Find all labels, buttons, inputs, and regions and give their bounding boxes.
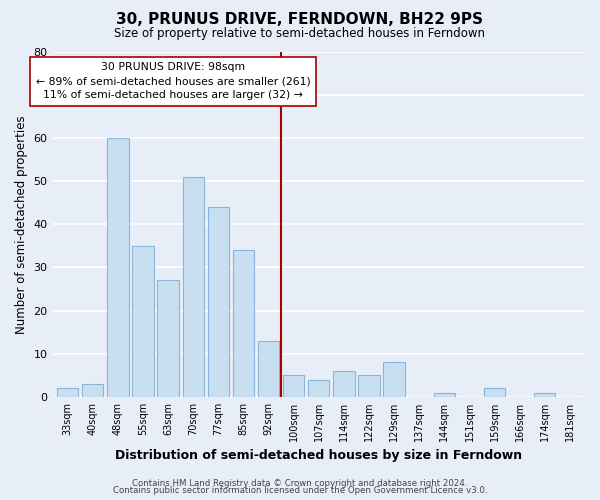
X-axis label: Distribution of semi-detached houses by size in Ferndown: Distribution of semi-detached houses by … [115,450,523,462]
Bar [182,176,204,397]
Bar [157,280,179,397]
Bar [484,388,505,397]
Bar [333,371,355,397]
Text: 30, PRUNUS DRIVE, FERNDOWN, BH22 9PS: 30, PRUNUS DRIVE, FERNDOWN, BH22 9PS [116,12,484,28]
Bar [82,384,103,397]
Text: Contains HM Land Registry data © Crown copyright and database right 2024.: Contains HM Land Registry data © Crown c… [132,478,468,488]
Bar [534,392,556,397]
Bar [132,246,154,397]
Text: Contains public sector information licensed under the Open Government Licence v3: Contains public sector information licen… [113,486,487,495]
Bar [283,376,304,397]
Bar [107,138,128,397]
Text: 30 PRUNUS DRIVE: 98sqm
← 89% of semi-detached houses are smaller (261)
11% of se: 30 PRUNUS DRIVE: 98sqm ← 89% of semi-det… [36,62,310,100]
Y-axis label: Number of semi-detached properties: Number of semi-detached properties [15,115,28,334]
Bar [308,380,329,397]
Bar [434,392,455,397]
Bar [233,250,254,397]
Bar [383,362,405,397]
Bar [358,376,380,397]
Bar [208,207,229,397]
Bar [57,388,78,397]
Bar [258,341,279,397]
Text: Size of property relative to semi-detached houses in Ferndown: Size of property relative to semi-detach… [115,28,485,40]
